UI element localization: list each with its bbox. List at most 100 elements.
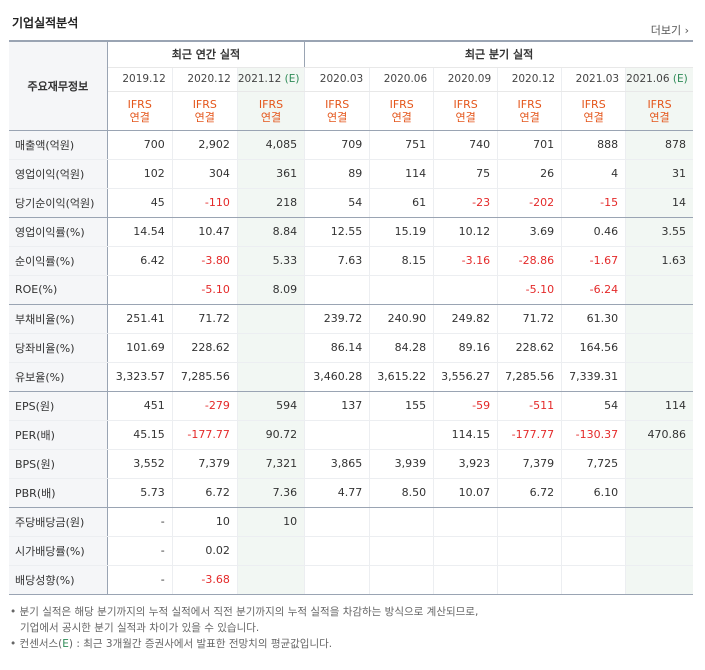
value-cell (237, 304, 306, 334)
ifrs-label: IFRS 연결 (433, 91, 499, 131)
table-row: EPS(원) 451 -279 594 137 155 -59 -511 54 114 (9, 391, 693, 421)
value-cell: 4 (561, 159, 627, 189)
value-cell (625, 478, 693, 508)
table-row: 영업이익률(%) 14.54 10.47 8.84 12.55 15.19 10.12 3.6… (9, 217, 693, 247)
value-cell: 10 (237, 507, 306, 537)
value-cell: 218 (237, 188, 306, 218)
value-cell: -110 (172, 188, 238, 218)
value-cell (304, 420, 371, 450)
value-cell (625, 507, 693, 537)
value-cell: 61.30 (561, 304, 627, 334)
value-cell: 7,725 (561, 449, 627, 479)
value-cell: 71.72 (172, 304, 238, 334)
period-header: 2021.03 (561, 67, 627, 92)
value-cell: -59 (433, 391, 499, 421)
row-label: 시가배당률(%) (9, 536, 108, 566)
value-cell: 3,460.28 (304, 362, 371, 392)
value-cell: 8.15 (369, 246, 435, 276)
value-cell (237, 362, 306, 392)
row-label-header: 주요재무정보 (9, 40, 108, 131)
value-cell: 888 (561, 130, 627, 160)
value-cell: 14.54 (107, 217, 173, 247)
value-cell (107, 275, 173, 305)
row-label: 배당성향(%) (9, 565, 108, 595)
value-cell (561, 507, 627, 537)
value-cell: 12.55 (304, 217, 371, 247)
row-label: 순이익률(%) (9, 246, 108, 276)
value-cell: 45.15 (107, 420, 173, 450)
value-cell: 228.62 (497, 333, 563, 363)
value-cell (369, 275, 435, 305)
value-cell: 5.33 (237, 246, 306, 276)
table-row: 주당배당금(원) -10 10 (9, 507, 693, 537)
period-header: 2020.06 (369, 67, 435, 92)
more-link[interactable]: 더보기 › (650, 24, 689, 37)
value-cell: - (107, 536, 173, 566)
ifrs-label: IFRS 연결 (625, 91, 693, 131)
value-cell: 89.16 (433, 333, 499, 363)
value-cell: 7,379 (497, 449, 563, 479)
value-cell (304, 275, 371, 305)
row-label: 매출액(억원) (9, 130, 108, 160)
row-label: 당좌비율(%) (9, 333, 108, 363)
period-header: 2019.12 (107, 67, 173, 92)
value-cell: 14 (625, 188, 693, 218)
value-cell: - (107, 565, 173, 595)
value-cell: -202 (497, 188, 563, 218)
row-label: BPS(원) (9, 449, 108, 479)
value-cell: 470.86 (625, 420, 693, 450)
value-cell: -5.10 (172, 275, 238, 305)
value-cell: 137 (304, 391, 371, 421)
value-cell: 6.72 (497, 478, 563, 508)
value-cell: 3,323.57 (107, 362, 173, 392)
value-cell (369, 507, 435, 537)
value-cell (369, 536, 435, 566)
value-cell: 61 (369, 188, 435, 218)
value-cell: 7.36 (237, 478, 306, 508)
value-cell: 90.72 (237, 420, 306, 450)
table-row: 영업이익(억원) 102 304 361 89 114 75 26 4 31 (9, 159, 693, 189)
value-cell: 6.10 (561, 478, 627, 508)
value-cell: 3.69 (497, 217, 563, 247)
value-cell: 7,285.56 (497, 362, 563, 392)
value-cell: 3,923 (433, 449, 499, 479)
value-cell: -3.80 (172, 246, 238, 276)
period-header: 2020.12 (172, 67, 238, 92)
value-cell: -1.67 (561, 246, 627, 276)
value-cell: 3,552 (107, 449, 173, 479)
value-cell (625, 449, 693, 479)
value-cell: -177.77 (497, 420, 563, 450)
value-cell: 3,939 (369, 449, 435, 479)
value-cell: 451 (107, 391, 173, 421)
value-cell: 10.47 (172, 217, 238, 247)
value-cell: 114 (369, 159, 435, 189)
value-cell: 71.72 (497, 304, 563, 334)
value-cell: 10.12 (433, 217, 499, 247)
value-cell: 26 (497, 159, 563, 189)
value-cell: 8.50 (369, 478, 435, 508)
table-row: 순이익률(%) 6.42 -3.80 5.33 7.63 8.15 -3.16 -28.86-… (9, 246, 693, 276)
value-cell: 6.72 (172, 478, 238, 508)
period-header: 2020.09 (433, 67, 499, 92)
value-cell (237, 536, 306, 566)
value-cell: 89 (304, 159, 371, 189)
table-row: 부채비율(%) 251.41 71.72 239.72 240.90 249.82 71.7… (9, 304, 693, 334)
ifrs-label: IFRS 연결 (304, 91, 371, 131)
table-row: PER(배) 45.15 -177.77 90.72 114.15 -177.77 -130… (9, 420, 693, 450)
row-label: 영업이익(억원) (9, 159, 108, 189)
table-row: PBR(배) 5.73 6.72 7.36 4.77 8.50 10.07 6.72 6.10 (9, 478, 693, 508)
value-cell: 709 (304, 130, 371, 160)
value-cell: 155 (369, 391, 435, 421)
period-header: 2020.12 (497, 67, 563, 92)
value-cell: 249.82 (433, 304, 499, 334)
ifrs-label: IFRS 연결 (107, 91, 173, 131)
value-cell: -279 (172, 391, 238, 421)
value-cell: -177.77 (172, 420, 238, 450)
value-cell (433, 275, 499, 305)
value-cell: 164.56 (561, 333, 627, 363)
table-row: 시가배당률(%) -0.02 (9, 536, 693, 566)
value-cell (625, 304, 693, 334)
value-cell: 102 (107, 159, 173, 189)
row-label: 주당배당금(원) (9, 507, 108, 537)
value-cell: 5.73 (107, 478, 173, 508)
